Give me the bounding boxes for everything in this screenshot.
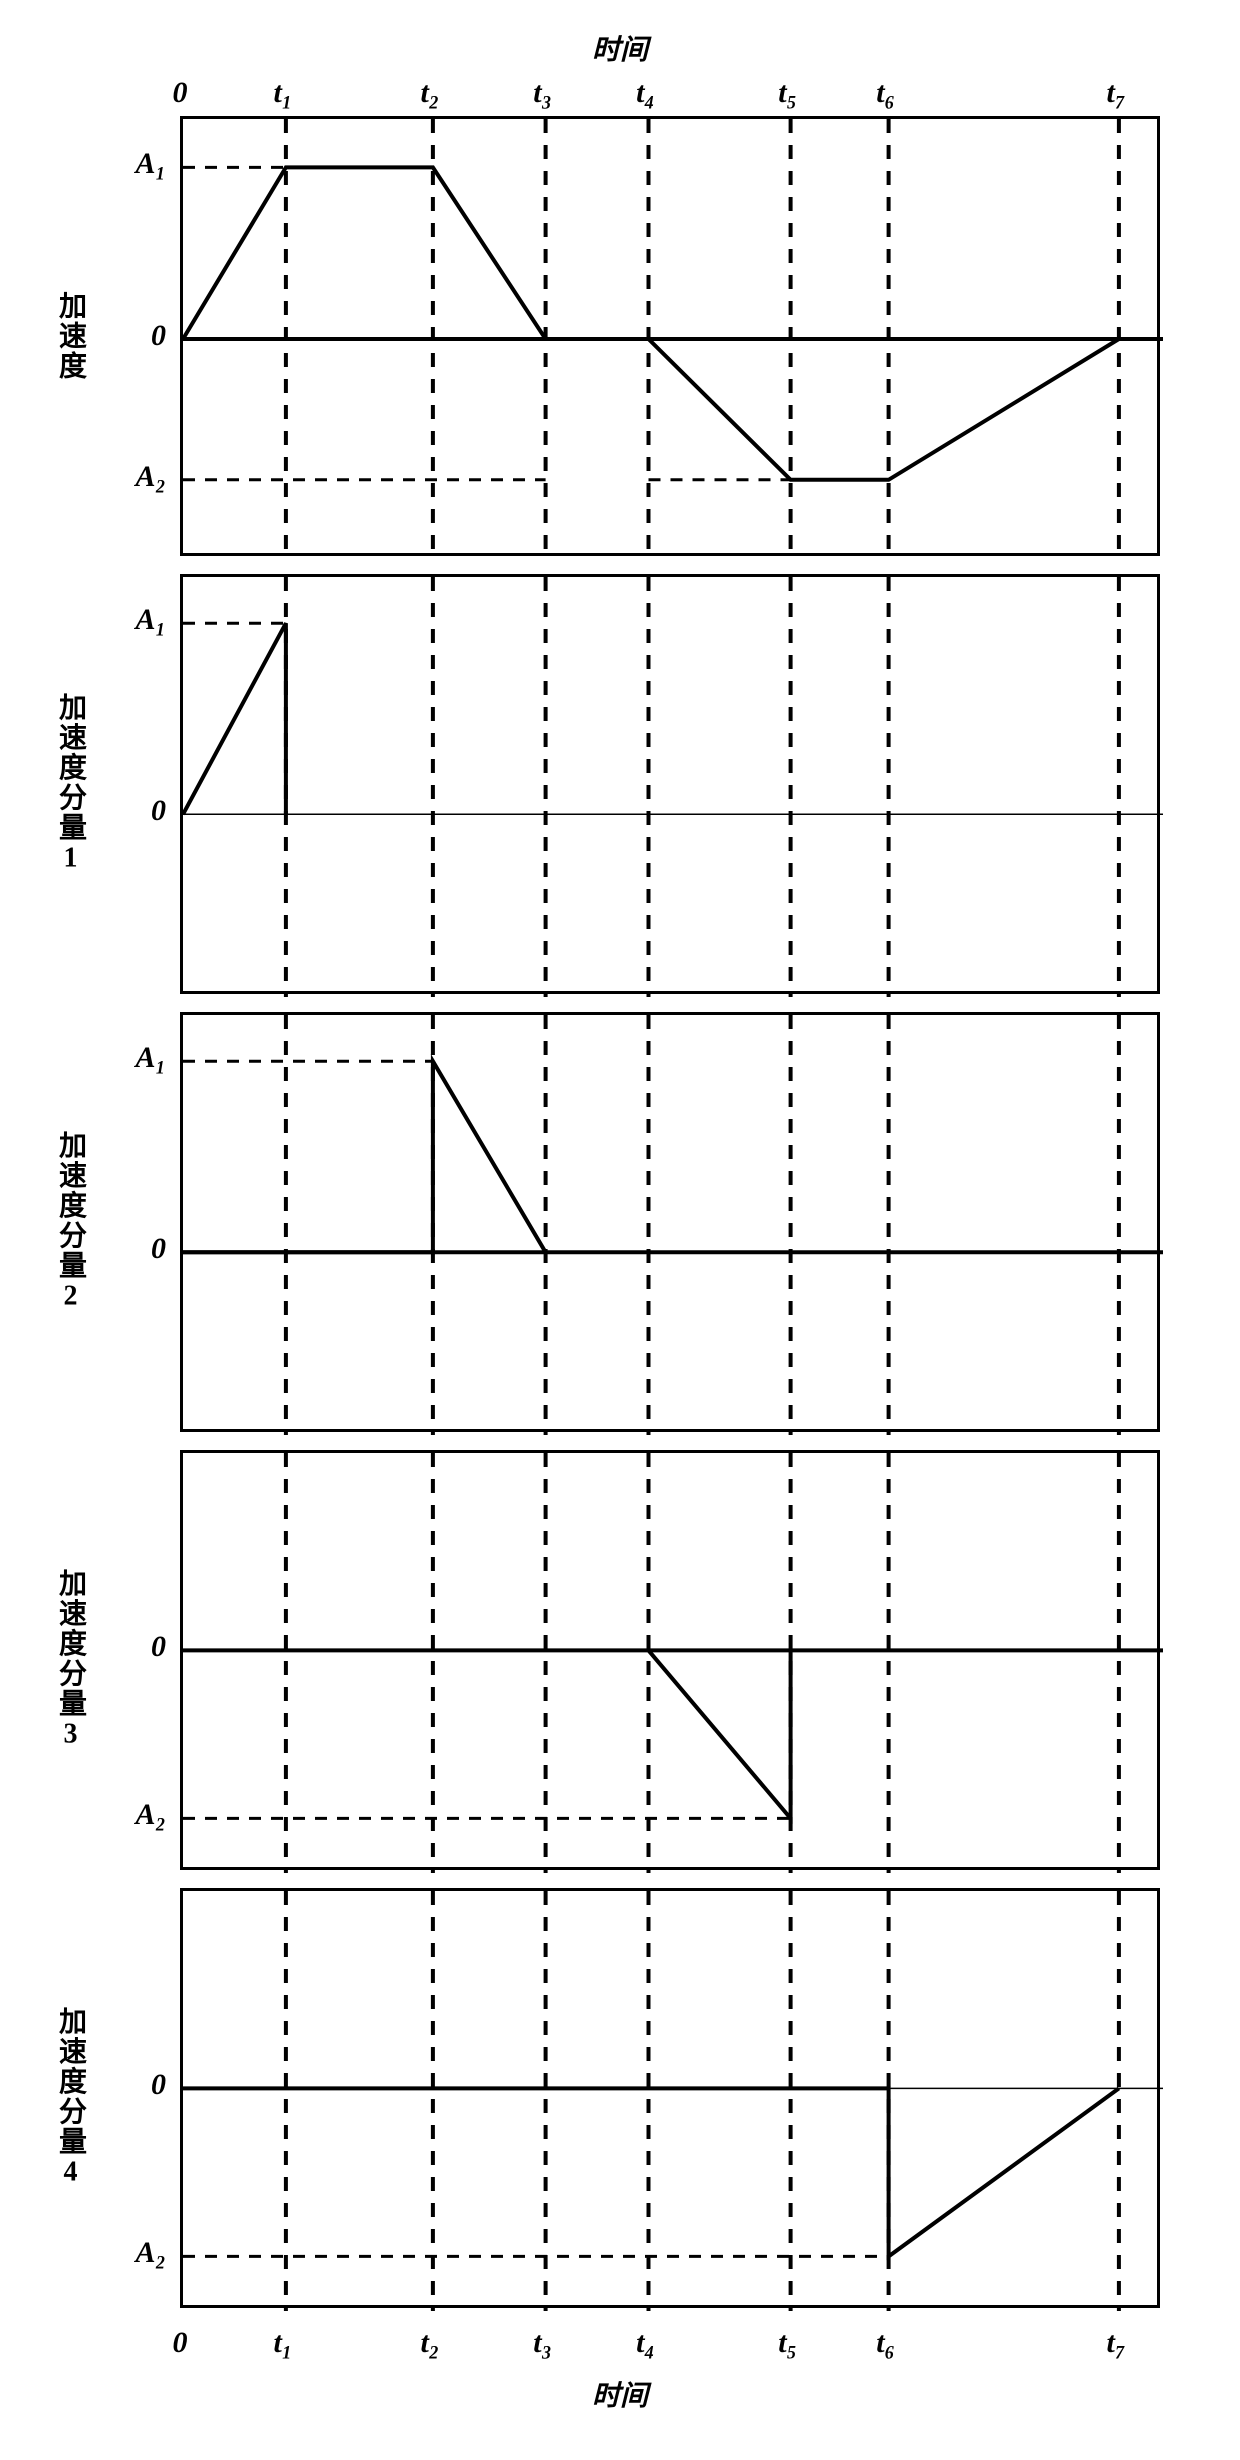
y-tick-label: 0 [151, 794, 166, 828]
panel [180, 1888, 1160, 2308]
y-axis-label: 加速度分量3 [50, 1569, 90, 1752]
top-axis-title: 时间 [40, 28, 1200, 68]
x-tick-label: t₅ [778, 76, 797, 110]
data-series-line [183, 167, 1119, 479]
y-tick-label: A₂ [136, 2236, 166, 2270]
x-tick-label: t₄ [636, 76, 655, 110]
x-tick-label: t₄ [636, 2326, 655, 2360]
panel-row: 加速度分量30A₂ [180, 1450, 1160, 1870]
panel-svg [183, 119, 1163, 559]
y-tick-label: 0 [151, 1630, 166, 1664]
y-tick-label: 0 [151, 2068, 166, 2102]
x-ticks-top: 0t₁t₂t₃t₄t₅t₆t₇ [180, 76, 1160, 116]
y-axis-label: 加速度分量2 [50, 1131, 90, 1314]
x-tick-label: t₁ [273, 76, 292, 110]
panel-svg [183, 577, 1163, 997]
panel [180, 1450, 1160, 1870]
y-tick-label: A₂ [136, 1798, 166, 1832]
figure: 时间 0t₁t₂t₃t₄t₅t₆t₇ 加速度A₁0A₂加速度分量1A₁0加速度分… [40, 28, 1200, 2414]
y-tick-label: 0 [151, 1232, 166, 1266]
panels-container: 加速度A₁0A₂加速度分量1A₁0加速度分量2A₁0加速度分量30A₂加速度分量… [180, 116, 1160, 2308]
y-tick-label: A₂ [136, 460, 166, 494]
y-tick-label: A₁ [136, 147, 166, 181]
x-tick-label: t₃ [533, 76, 552, 110]
y-tick-label: A₁ [136, 1041, 166, 1075]
y-ticks: 0 A₂ [90, 1888, 170, 2308]
x-tick-label: t₆ [876, 2326, 895, 2360]
x-tick-label: t₅ [778, 2326, 797, 2360]
x-tick-label: 0 [173, 76, 188, 110]
x-tick-label: t₆ [876, 76, 895, 110]
y-axis-label: 加速度 [50, 291, 90, 381]
x-tick-label: t₇ [1106, 2326, 1125, 2360]
panel [180, 116, 1160, 556]
x-tick-label: t₇ [1106, 76, 1125, 110]
panel [180, 574, 1160, 994]
panel [180, 1012, 1160, 1432]
y-ticks: A₁ 0 A₂ [90, 116, 170, 556]
x-tick-label: t₁ [273, 2326, 292, 2360]
data-series-line [649, 1650, 791, 1818]
panel-row: 加速度A₁0A₂ [180, 116, 1160, 556]
x-tick-label: t₂ [420, 2326, 439, 2360]
panel-row: 加速度分量1A₁0 [180, 574, 1160, 994]
y-ticks: A₁ 0 [90, 1012, 170, 1432]
panel-svg [183, 1891, 1163, 2311]
panel-row: 加速度分量40A₂ [180, 1888, 1160, 2308]
bottom-axis-title: 时间 [40, 2374, 1200, 2414]
panel-row: 加速度分量2A₁0 [180, 1012, 1160, 1432]
y-axis-label: 加速度分量4 [50, 2007, 90, 2190]
y-axis-label: 加速度分量1 [50, 693, 90, 876]
y-ticks: 0 A₂ [90, 1450, 170, 1870]
y-tick-label: 0 [151, 319, 166, 353]
data-series-line [183, 623, 286, 814]
x-tick-label: 0 [173, 2326, 188, 2360]
x-ticks-bottom: 0t₁t₂t₃t₄t₅t₆t₇ [180, 2326, 1160, 2366]
y-tick-label: A₁ [136, 603, 166, 637]
x-tick-label: t₂ [420, 76, 439, 110]
panel-svg [183, 1015, 1163, 1435]
y-ticks: A₁ 0 [90, 574, 170, 994]
data-series-line [183, 1061, 546, 1252]
panel-svg [183, 1453, 1163, 1873]
x-tick-label: t₃ [533, 2326, 552, 2360]
data-series-line [183, 2088, 1119, 2256]
